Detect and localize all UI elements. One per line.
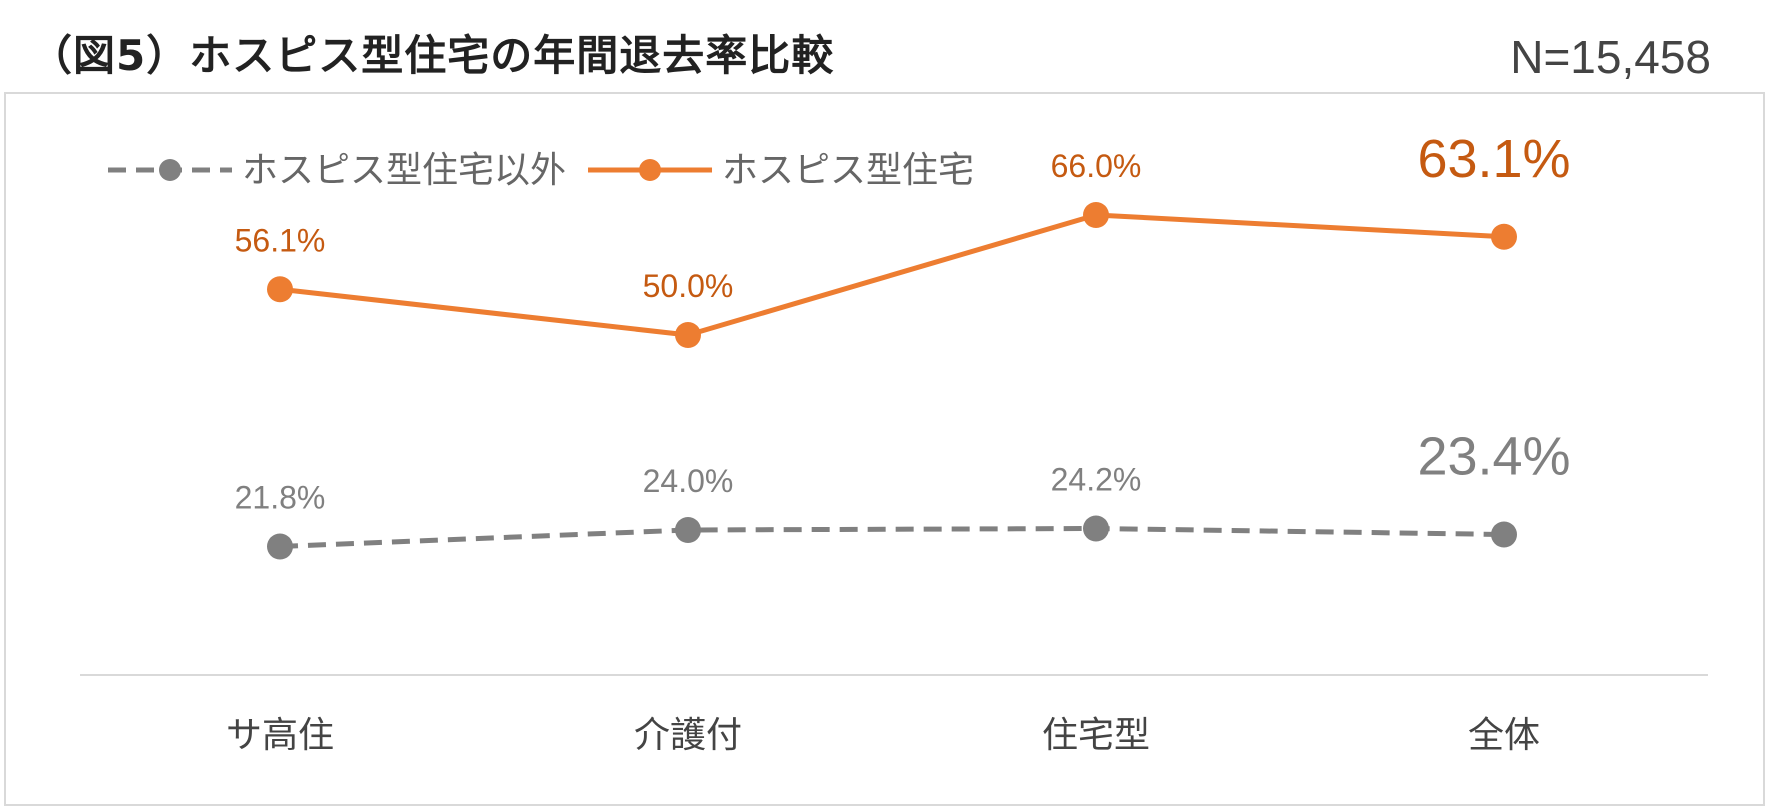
- legend-marker-0: [159, 159, 181, 181]
- legend-label-0: ホスピス型住宅以外: [242, 150, 566, 191]
- data-point: [267, 533, 293, 560]
- legend-label-1: ホスピス型住宅: [722, 150, 974, 191]
- data-label: 24.0%: [643, 463, 734, 499]
- data-label: 23.4%: [1417, 427, 1570, 487]
- data-label: 24.2%: [1051, 462, 1142, 498]
- data-label: 63.1%: [1417, 129, 1570, 189]
- data-point: [1083, 202, 1109, 228]
- data-label: 66.0%: [1051, 148, 1142, 184]
- legend-marker-1: [639, 159, 662, 181]
- x-tick-label: 全体: [1468, 715, 1540, 756]
- data-point: [1083, 515, 1109, 542]
- series-line-1: [279, 212, 1505, 338]
- data-point: [675, 322, 701, 348]
- chart-frame: [4, 92, 1765, 806]
- data-label: 21.8%: [235, 480, 326, 516]
- data-point: [1491, 223, 1517, 250]
- data-point: [675, 517, 701, 543]
- data-label: 50.0%: [643, 268, 734, 304]
- sample-size: N=15,458: [1510, 31, 1711, 83]
- x-tick-label: 住宅型: [1042, 715, 1150, 756]
- data-label: 56.1%: [235, 222, 326, 258]
- data-point: [1491, 521, 1517, 548]
- data-point: [267, 276, 293, 303]
- chart-title: （図5）ホスピス型住宅の年間退去率比較: [30, 31, 835, 80]
- series-line-0: [279, 526, 1505, 549]
- x-tick-label: 介護付: [634, 715, 742, 756]
- x-tick-label: サ高住: [226, 715, 334, 756]
